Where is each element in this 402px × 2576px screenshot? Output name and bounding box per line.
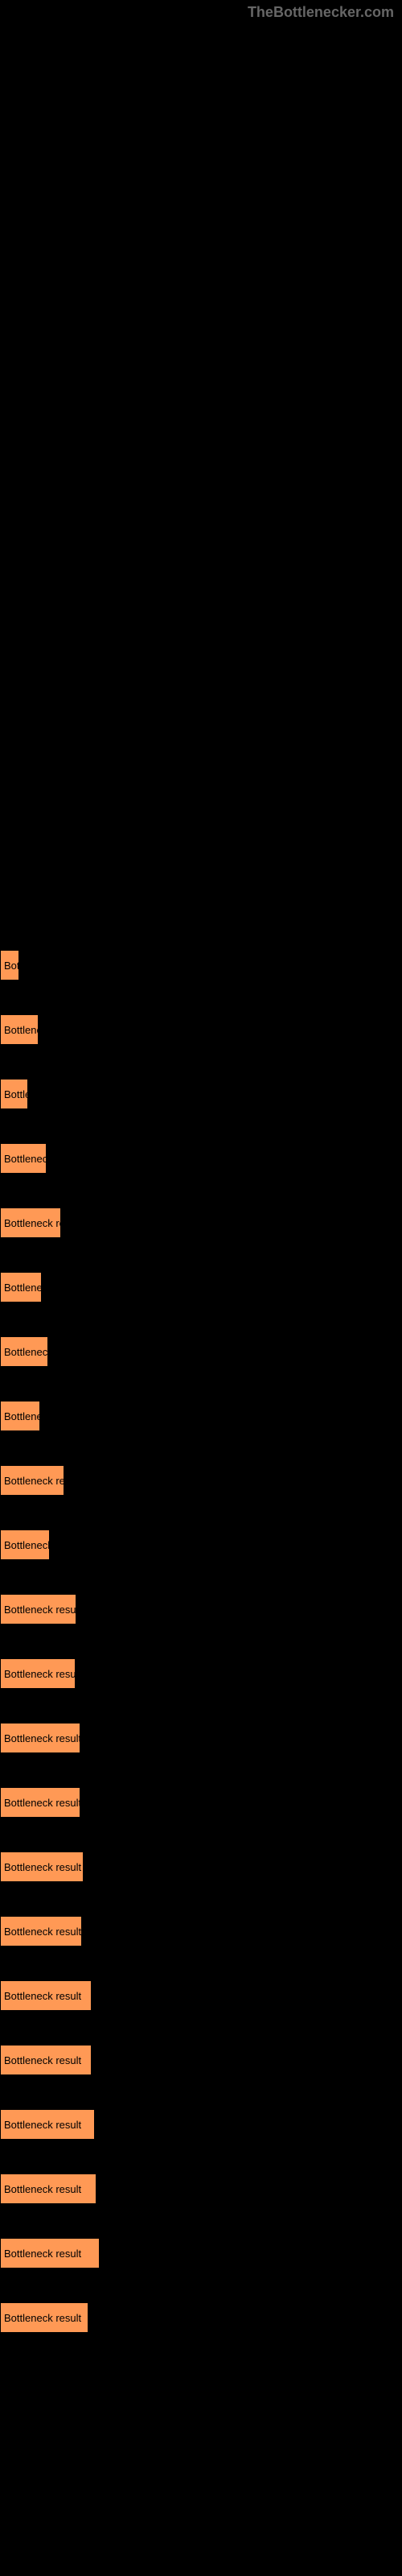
bar-row: Bottleneck result: [0, 2045, 402, 2075]
bar-row: Bottlene: [0, 1014, 402, 1045]
bar-row: Bottleneck result: [0, 2238, 402, 2268]
chart-bar: Bottleneck result: [0, 1852, 84, 1882]
chart-bar: Bottleneck result: [0, 1980, 92, 2011]
bar-row: Bottleneck result: [0, 1658, 402, 1689]
chart-bar: Bottleneck result: [0, 1594, 76, 1624]
chart-bar: Bottleneck result: [0, 2238, 100, 2268]
bar-row: Bottleneck re: [0, 1208, 402, 1238]
bar-row: Bottleneck result: [0, 1852, 402, 1882]
bar-row: Bottleneck result: [0, 1787, 402, 1818]
bar-row: Bot: [0, 950, 402, 980]
chart-bar: Bottleneck result: [0, 2174, 96, 2204]
bar-row: Bottleneck result: [0, 2174, 402, 2204]
chart-bar: Bottle: [0, 1079, 28, 1109]
chart-bar: Bottleneck res: [0, 1465, 64, 1496]
bar-row: Bottleneck result: [0, 2302, 402, 2333]
bar-row: Bottleneck: [0, 1530, 402, 1560]
chart-bar: Bottleneck result: [0, 1723, 80, 1753]
bar-row: Bottlene: [0, 1401, 402, 1431]
chart-bar: Bottleneck result: [0, 1787, 80, 1818]
chart-bar: Bottlene: [0, 1014, 39, 1045]
bar-row: Bottleneck result: [0, 2109, 402, 2140]
chart-bar: Bottlene: [0, 1401, 40, 1431]
bar-row: Bottleneck: [0, 1336, 402, 1367]
bar-row: Bottleneck res: [0, 1465, 402, 1496]
chart-bar: Bottleneck result: [0, 1658, 76, 1689]
chart-bar: Bottlenec: [0, 1272, 42, 1302]
chart-bar: Bottleneck re: [0, 1208, 61, 1238]
chart-bar: Bottleneck result: [0, 1916, 82, 1946]
bar-row: Bottleneck result: [0, 1723, 402, 1753]
chart-bar: Bottleneck: [0, 1336, 48, 1367]
chart-bar: Bot: [0, 950, 19, 980]
bar-row: Bottle: [0, 1079, 402, 1109]
bar-row: Bottleneck result: [0, 1980, 402, 2011]
bar-row: Bottleneck result: [0, 1594, 402, 1624]
watermark-text: TheBottlenecker.com: [248, 4, 394, 21]
chart-bar: Bottleneck: [0, 1530, 50, 1560]
bar-row: Bottleneck: [0, 1143, 402, 1174]
bar-chart: Bot Bottlene Bottle Bottleneck Bottleneck re…: [0, 0, 402, 2333]
chart-bar: Bottleneck result: [0, 2045, 92, 2075]
chart-bar: Bottleneck: [0, 1143, 47, 1174]
bar-row: Bottleneck result: [0, 1916, 402, 1946]
chart-bar: Bottleneck result: [0, 2109, 95, 2140]
bar-row: Bottlenec: [0, 1272, 402, 1302]
chart-bar: Bottleneck result: [0, 2302, 88, 2333]
